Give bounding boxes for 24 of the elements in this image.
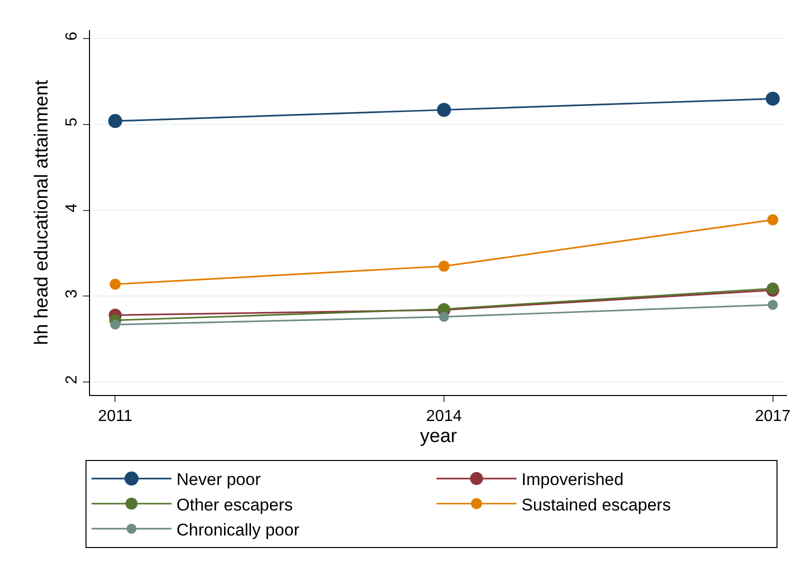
x-tick-label: 2017: [754, 408, 791, 426]
y-tick-label: 6: [64, 32, 81, 41]
y-tick-label: 4: [64, 203, 81, 212]
y-axis-title: hh head educational attainment: [31, 79, 52, 346]
y-tick-label: 3: [64, 289, 81, 298]
point: [110, 320, 120, 330]
legend-label: Never poor: [176, 470, 261, 490]
point: [438, 260, 450, 272]
y-tick-label: 2: [64, 375, 81, 384]
point: [768, 300, 778, 310]
point: [110, 278, 121, 290]
x-tick-label: 2014: [426, 408, 462, 426]
legend-label: Sustained escapers: [522, 495, 671, 514]
point: [438, 312, 449, 322]
legend-label: Chronically poor: [176, 520, 300, 540]
x-axis-title: year: [420, 426, 458, 447]
point: [766, 92, 780, 106]
point: [108, 114, 122, 128]
legend-label: Impoverished: [522, 470, 624, 490]
y-tick-label: 5: [64, 118, 81, 127]
point: [767, 214, 778, 226]
point: [436, 102, 451, 117]
x-tick-label: 2011: [98, 408, 133, 426]
legend-label: Other escapers: [176, 495, 293, 514]
